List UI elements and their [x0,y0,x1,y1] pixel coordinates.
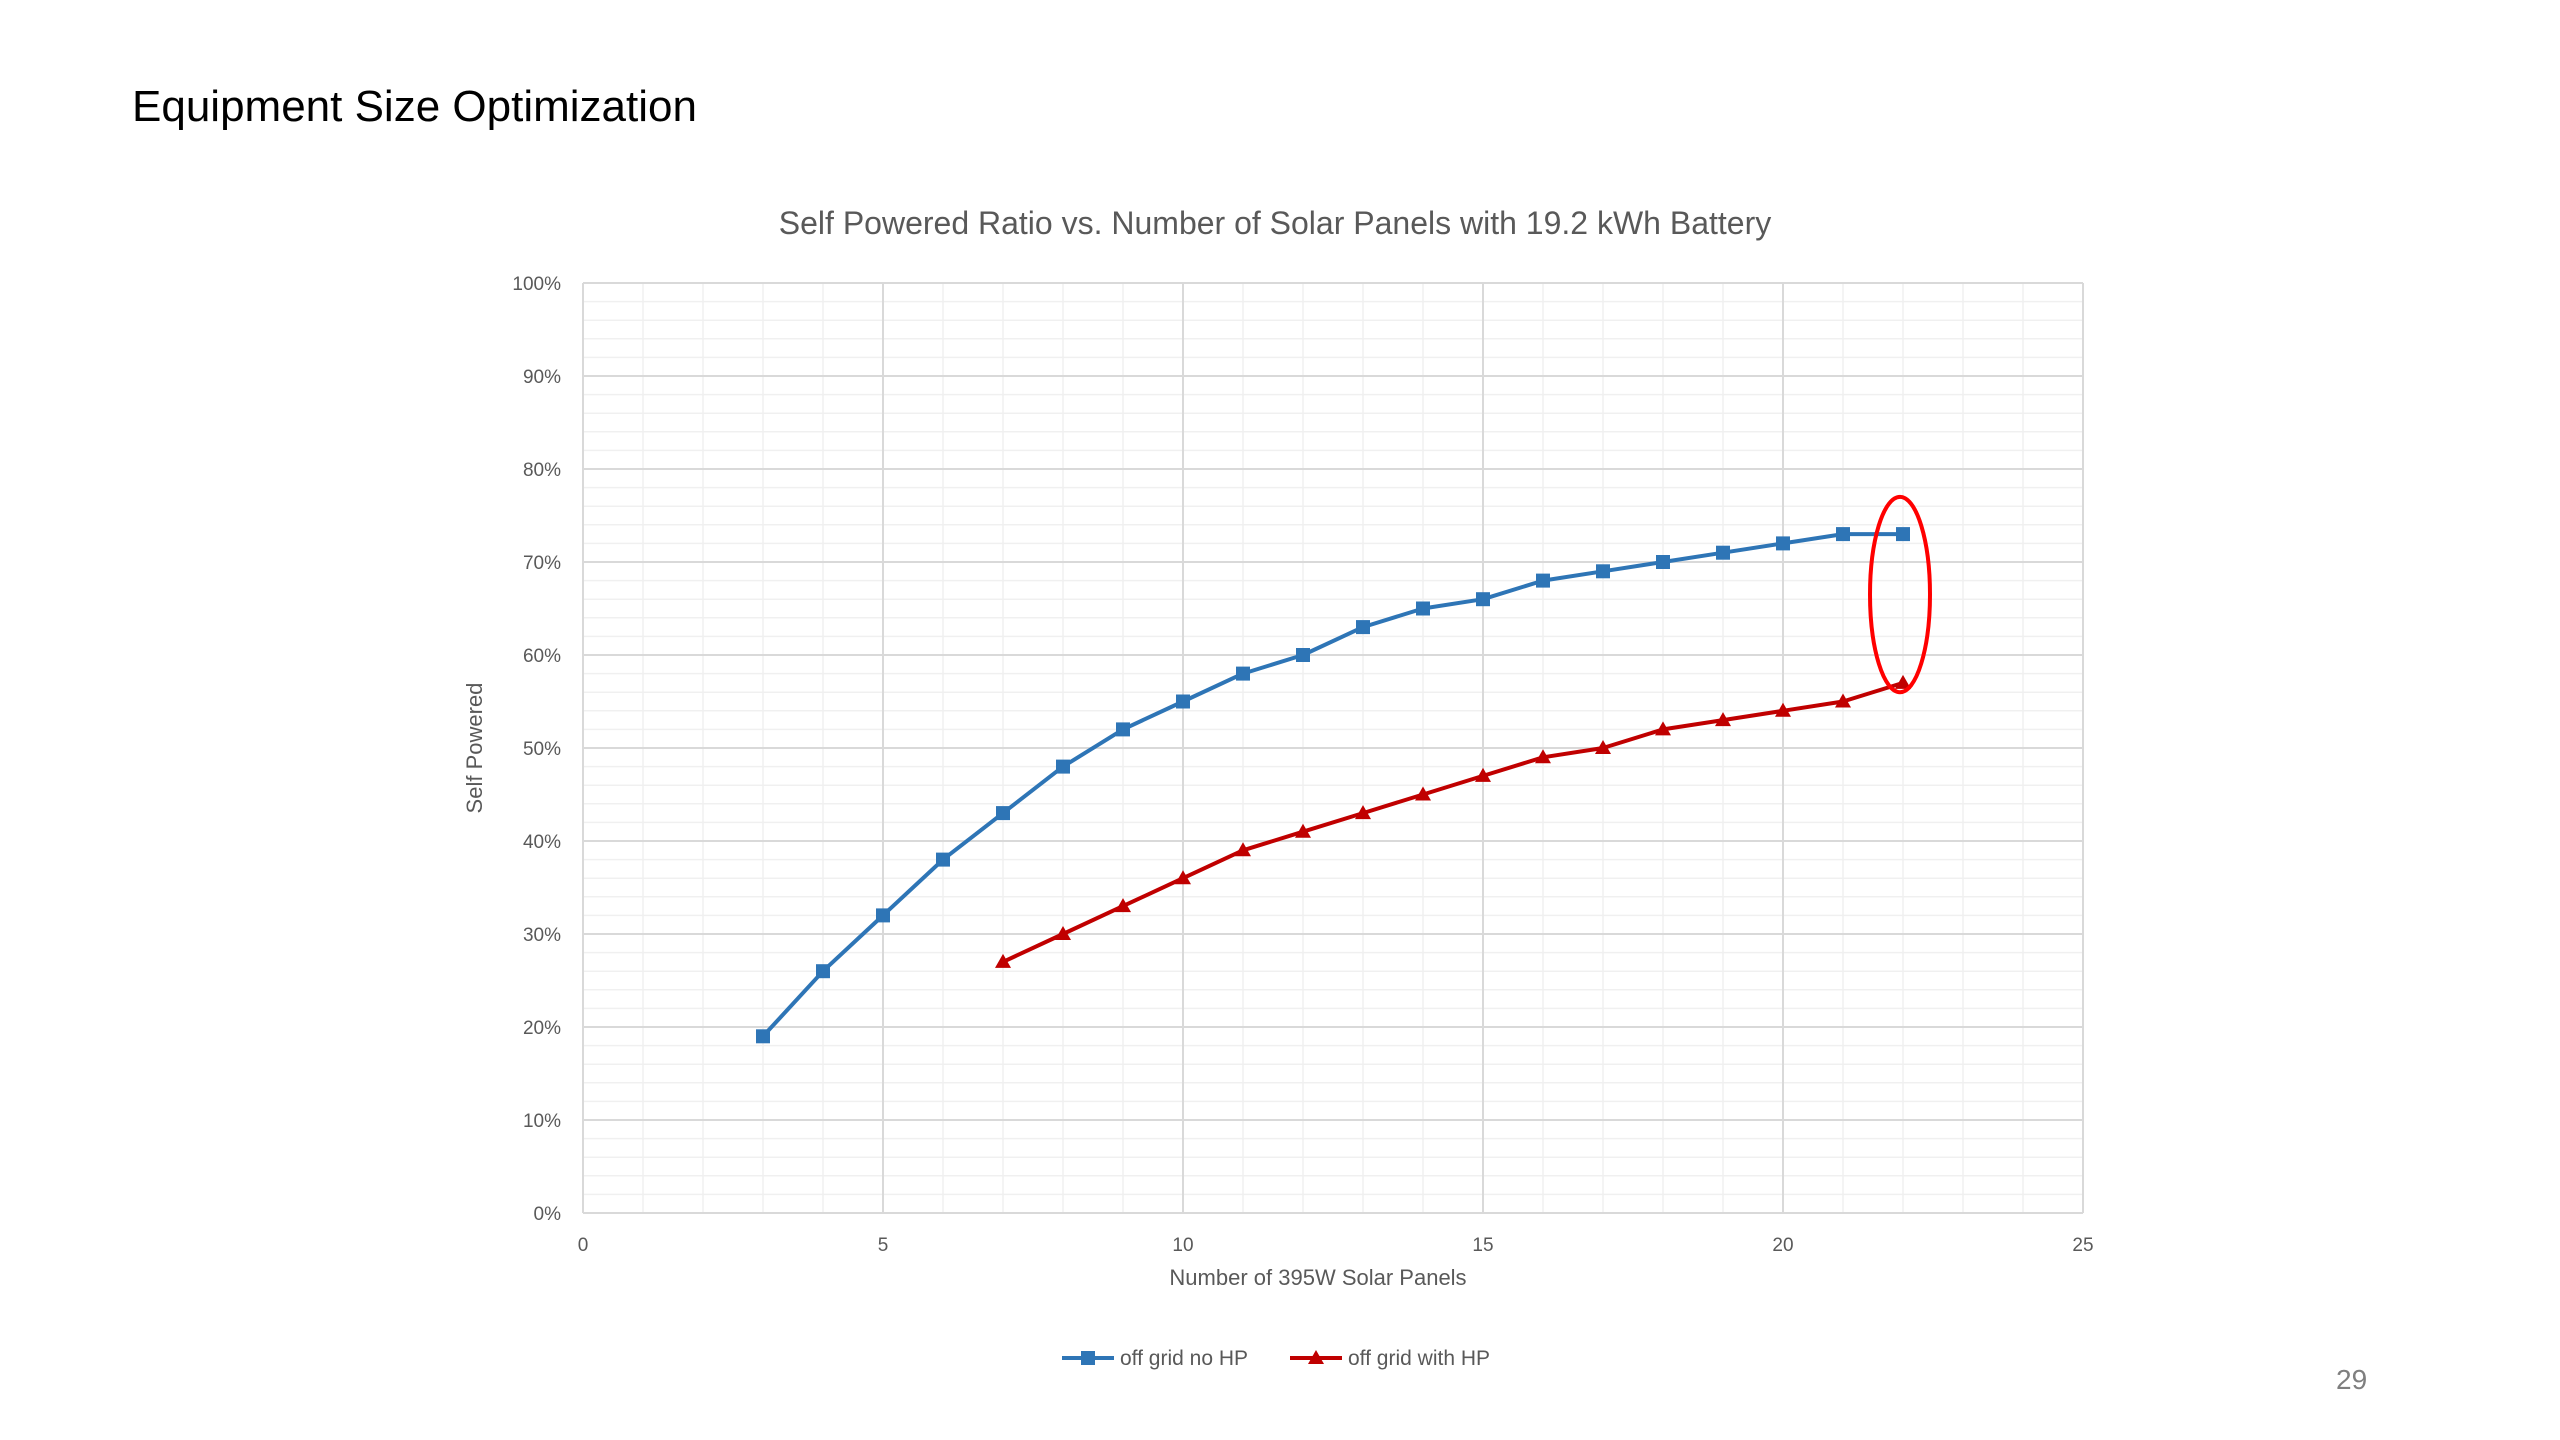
data-point-square [1596,564,1610,579]
y-tick-label: 70% [523,553,561,574]
data-point-square [1356,620,1370,635]
data-point-triangle [1655,721,1671,736]
major-gridlines [582,282,2084,1214]
legend-marker-triangle [1308,1350,1324,1364]
y-tick-label: 60% [523,646,561,667]
data-point-triangle [1895,674,1911,689]
series-line-1 [761,532,1903,1038]
data-point-square [1896,527,1910,542]
y-tick-label: 90% [523,367,561,388]
chart-title: Self Powered Ratio vs. Number of Solar P… [779,205,1771,241]
data-point-square [1296,648,1310,662]
data-point-triangle [1175,870,1191,885]
data-point-triangle [1055,926,1071,940]
series-layer [756,527,1911,1044]
data-point-triangle [1835,693,1851,708]
y-tick-label: 0% [534,1204,562,1225]
data-point-square [1536,573,1550,588]
y-tick-label: 80% [523,460,561,481]
data-point-square [876,908,890,923]
series-line-2 [1002,680,1904,964]
annotation-layer [1868,494,1932,695]
data-point-square [996,806,1010,821]
data-point-square [936,852,950,867]
data-point-triangle [1595,740,1611,754]
data-point-square [816,964,830,979]
data-point-square [1836,527,1850,542]
y-tick-label: 20% [523,1018,561,1039]
x-tick-label: 15 [1472,1235,1493,1256]
data-point-triangle [1415,786,1431,801]
x-axis-title: Number of 395W Solar Panels [1169,1265,1466,1290]
data-point-square [1776,536,1790,551]
slide-number: 29 [2336,1364,2368,1395]
data-point-triangle [1775,702,1791,717]
legend: off grid no HP off grid with HP [1062,1347,1490,1370]
data-point-triangle [1715,712,1731,727]
data-point-triangle [1355,805,1371,820]
data-point-square [1056,759,1070,774]
data-point-triangle [1295,823,1311,838]
data-point-triangle [1535,749,1551,764]
data-point-square [756,1029,770,1044]
y-axis-tick-labels: 0% 10% 20% 30% 40% 50% 60% 70% 80% 90% 100% [512,274,561,1225]
y-axis-title: Self Powered [462,683,487,814]
data-point-triangle [1475,767,1491,782]
highlight-ellipse [1868,494,1932,695]
legend-marker-square [1081,1351,1095,1365]
x-tick-label: 10 [1172,1235,1193,1256]
data-point-triangle [995,953,1011,968]
x-tick-label: 20 [1772,1235,1793,1256]
data-point-square [1416,601,1430,616]
data-point-triangle [1115,898,1131,913]
y-tick-label: 30% [523,925,561,946]
x-tick-label: 0 [578,1235,589,1256]
legend-label: off grid with HP [1348,1347,1490,1370]
x-tick-label: 25 [2072,1235,2093,1256]
y-tick-label: 10% [523,1111,561,1132]
data-point-square [1656,555,1670,569]
x-tick-label: 5 [878,1235,889,1256]
data-point-square [1716,545,1730,560]
data-point-square [1476,592,1490,607]
y-tick-label: 40% [523,832,561,853]
legend-label: off grid no HP [1120,1347,1248,1370]
slide-title: Equipment Size Optimization [132,82,697,131]
y-tick-label: 100% [512,274,561,295]
x-axis-tick-labels: 0 5 10 15 20 25 [578,1235,2094,1256]
data-point-square [1116,722,1130,737]
data-point-square [1176,694,1190,709]
data-point-triangle [1235,842,1251,857]
data-point-square [1236,666,1250,681]
y-tick-label: 50% [523,739,561,760]
